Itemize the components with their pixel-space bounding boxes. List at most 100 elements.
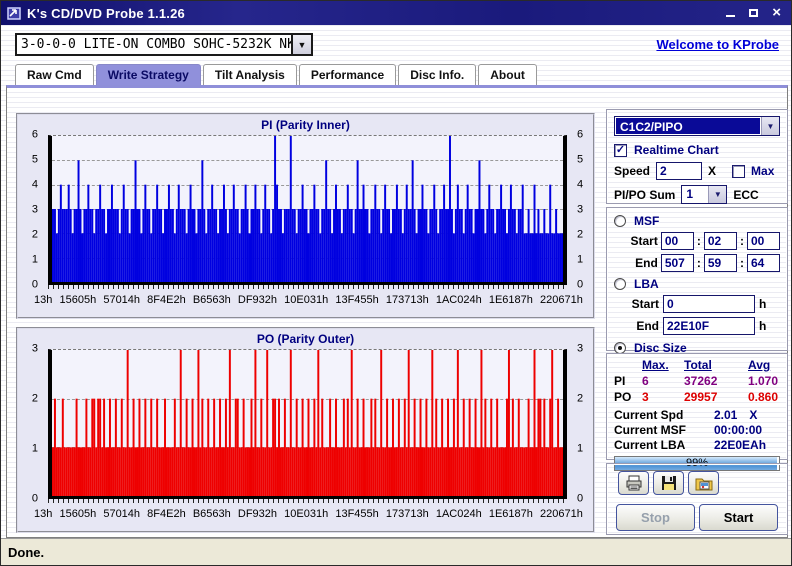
disc-size-label: Disc Size (634, 341, 687, 355)
maximize-icon[interactable] (749, 6, 759, 20)
chevron-down-icon[interactable]: ▼ (291, 35, 311, 54)
drive-selector-value: 3-0-0-0 LITE-ON COMBO SOHC-5232K NK07 (21, 37, 291, 52)
stats-row-po-name: PO (614, 390, 632, 404)
save-button[interactable] (653, 471, 684, 495)
tab-write-strategy[interactable]: Write Strategy (95, 64, 201, 85)
msf-start-sec-input[interactable]: 02 (703, 232, 737, 250)
realtime-chart-checkbox[interactable]: ✓ (614, 143, 627, 157)
stats-row-pi-name: PI (614, 374, 626, 388)
po-max-value: 3 (642, 390, 649, 404)
msf-end-sec-input[interactable]: 59 (703, 254, 737, 272)
scan-options-group: C1C2/PIPO ▼ ✓ Realtime Chart Speed 2 X M… (606, 109, 788, 204)
current-speed-value: 2.01 (714, 408, 738, 422)
colon-separator: : (696, 234, 701, 248)
tab-about[interactable]: About (478, 64, 537, 85)
tab-raw-cmd[interactable]: Raw Cmd (15, 64, 94, 85)
msf-start-frame-input[interactable]: 00 (746, 232, 780, 250)
pi-plot-area (48, 135, 567, 285)
po-plot-area (48, 349, 567, 499)
msf-start-label: Start (630, 234, 658, 248)
drive-selector[interactable]: 3-0-0-0 LITE-ON COMBO SOHC-5232K NK07 ▼ (15, 33, 313, 56)
colon-separator: : (696, 256, 701, 270)
pipo-sum-suffix: ECC (733, 187, 759, 202)
tab-disc-info[interactable]: Disc Info. (398, 64, 477, 85)
start-button[interactable]: Start (699, 504, 778, 531)
po-x-axis-labels: 13h 15605h 57014h 8F4E2h B6563h DF932h 10E031h… (34, 508, 583, 520)
current-lba-label: Current LBA (614, 438, 686, 452)
po-avg-value: 0.860 (748, 390, 779, 404)
mode-selector-value: C1C2/PIPO (615, 117, 761, 135)
msf-start-min-input[interactable]: 00 (660, 232, 694, 250)
current-speed-unit: X (749, 408, 758, 422)
pi-x-axis-ticks (48, 285, 567, 289)
msf-label: MSF (634, 214, 660, 228)
lba-label: LBA (634, 277, 659, 291)
stats-header-max: Max. (642, 358, 669, 372)
po-x-axis-ticks (48, 499, 567, 503)
speed-input[interactable]: 2 (656, 162, 703, 180)
tab-performance[interactable]: Performance (298, 64, 397, 85)
stop-button[interactable]: Stop (616, 504, 695, 531)
stats-table: Max. Total Avg PI 6 37262 1.070 PO 3 299… (614, 358, 780, 404)
stats-group: Max. Total Avg PI 6 37262 1.070 PO 3 299… (606, 353, 788, 471)
lba-start-unit: h (759, 297, 767, 311)
tab-tilt-analysis[interactable]: Tilt Analysis (202, 64, 297, 85)
window-title: K's CD/DVD Probe 1.1.26 (27, 5, 185, 21)
speed-label: Speed (614, 164, 651, 178)
pi-max-value: 6 (642, 374, 649, 388)
lba-end-unit: h (759, 319, 767, 333)
stats-header-avg: Avg (748, 358, 771, 372)
welcome-link[interactable]: Welcome to KProbe (656, 37, 779, 52)
pipo-sum-select[interactable]: 1 ▼ (681, 185, 728, 204)
titlebar: K's CD/DVD Probe 1.1.26 × (1, 1, 791, 25)
chevron-down-icon[interactable]: ▼ (761, 117, 779, 135)
current-speed-label: Current Spd (614, 408, 684, 422)
print-button[interactable] (618, 471, 649, 495)
lba-end-input[interactable]: 22E10F (663, 317, 755, 335)
msf-radio[interactable] (614, 215, 626, 227)
floppy-disk-icon (661, 476, 676, 490)
msf-end-min-input[interactable]: 507 (660, 254, 694, 272)
image-folder-icon (695, 478, 712, 490)
lba-end-label: End (636, 319, 659, 333)
close-icon[interactable]: × (772, 4, 781, 21)
current-msf-value: 00:00:00 (714, 423, 763, 437)
realtime-chart-label: Realtime Chart (634, 143, 719, 157)
lba-start-label: Start (631, 297, 659, 311)
pi-x-axis-labels: 13h 15605h 57014h 8F4E2h B6563h DF932h 10E031h… (34, 294, 583, 306)
lba-radio[interactable] (614, 278, 626, 290)
stats-header-total: Total (684, 358, 712, 372)
range-group: MSF Start 00 : 02 : 00 End 507 : 59 : 64… (606, 207, 788, 355)
max-speed-checkbox[interactable] (732, 164, 746, 178)
actions-group: Stop Start (606, 463, 788, 535)
status-text: Done. (8, 544, 45, 560)
pi-total-value: 37262 (684, 374, 718, 388)
pipo-sum-label: PI/PO Sum (614, 187, 676, 202)
app-icon (7, 7, 21, 20)
minimize-icon[interactable] (726, 6, 736, 20)
mode-selector[interactable]: C1C2/PIPO ▼ (614, 116, 780, 136)
printer-icon (626, 475, 641, 491)
lba-start-input[interactable]: 0 (663, 295, 755, 313)
chevron-down-icon[interactable]: ▼ (708, 186, 727, 203)
max-speed-label: Max (751, 164, 775, 178)
save-image-button[interactable] (688, 471, 719, 495)
msf-end-label: End (635, 256, 658, 270)
colon-separator: : (739, 234, 744, 248)
colon-separator: : (739, 256, 744, 270)
tab-bar: Raw Cmd Write Strategy Tilt Analysis Per… (15, 64, 537, 85)
speed-unit: X (708, 164, 717, 178)
po-chart-title: PO (Parity Outer) (256, 332, 355, 346)
pipo-sum-value: 1 (686, 187, 694, 201)
current-lba-value: 22E0EAh (714, 438, 767, 452)
current-msf-label: Current MSF (614, 423, 686, 437)
msf-end-frame-input[interactable]: 64 (746, 254, 780, 272)
